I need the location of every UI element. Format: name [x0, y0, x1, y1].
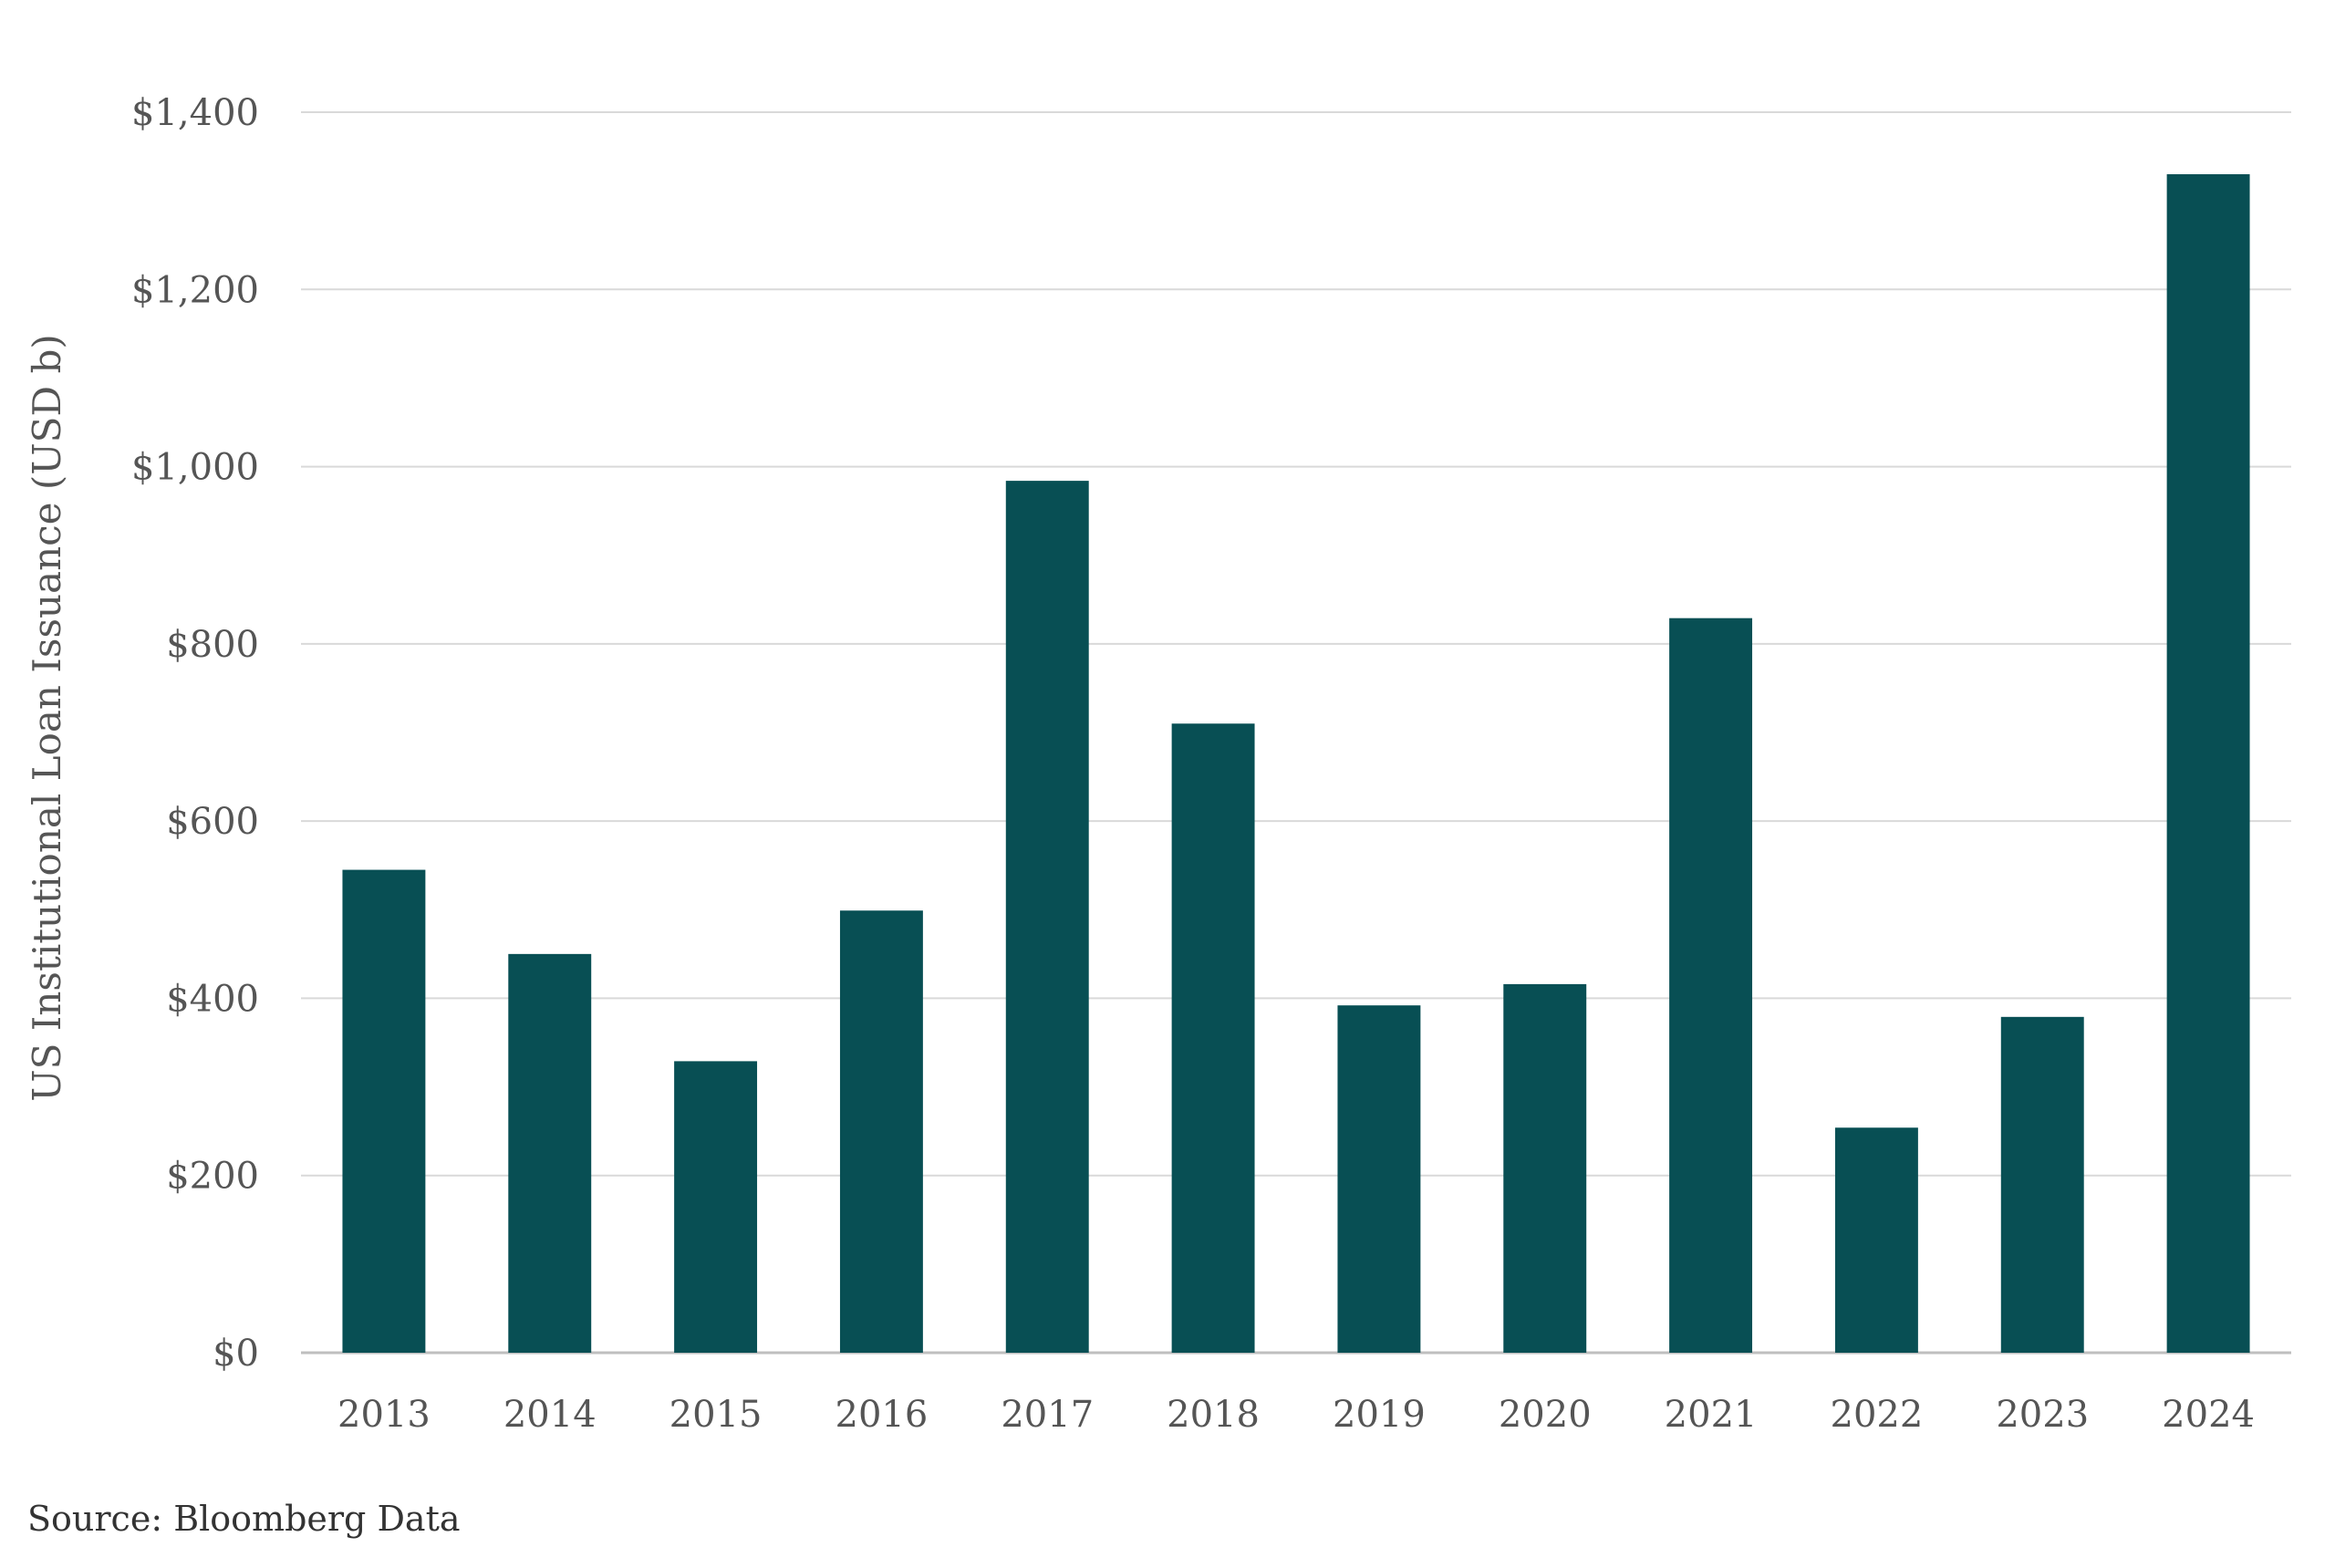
x-tick-label: 2021 [1665, 1394, 1758, 1436]
x-tick-label: 2015 [669, 1394, 763, 1436]
y-tick-label: $1,200 [131, 269, 259, 311]
y-tick-label: $600 [166, 801, 259, 843]
x-tick-label: 2024 [2162, 1394, 2255, 1436]
bars [342, 174, 2250, 1353]
x-tick-label: 2023 [1996, 1394, 2089, 1436]
bar-2020 [1503, 983, 1587, 1353]
y-tick-label: $1,000 [131, 447, 259, 489]
bar-2017 [1005, 481, 1089, 1353]
x-tick-label: 2022 [1831, 1394, 1924, 1436]
bar-2021 [1669, 618, 1753, 1353]
x-tick-label: 2020 [1499, 1394, 1592, 1436]
x-tick-label: 2017 [1001, 1394, 1094, 1436]
bar-2013 [342, 869, 426, 1353]
y-axis-title: US Institutional Loan Issuance (USD b) [25, 334, 69, 1101]
x-tick-label: 2019 [1333, 1394, 1426, 1436]
y-axis-ticks: $0 $200 $400 $600 $800 $1,000 $1,200 $1,400 [131, 92, 259, 1375]
bar-2023 [2000, 1016, 2084, 1353]
bar-2019 [1337, 1005, 1421, 1353]
bar-2016 [839, 910, 923, 1353]
y-tick-label: $200 [166, 1156, 259, 1198]
y-tick-label: $0 [213, 1333, 259, 1375]
bar-2014 [508, 953, 592, 1353]
y-tick-label: $1,400 [131, 92, 259, 134]
x-tick-label: 2014 [503, 1394, 597, 1436]
x-tick-label: 2018 [1167, 1394, 1260, 1436]
bar-2018 [1171, 723, 1255, 1353]
y-tick-label: $800 [166, 624, 259, 666]
bar-2024 [2166, 174, 2250, 1353]
source-note: Source: Bloomberg Data [27, 1499, 461, 1539]
x-tick-label: 2016 [835, 1394, 929, 1436]
x-tick-label: 2013 [337, 1394, 431, 1436]
gridlines [301, 111, 2291, 1355]
bar-2015 [674, 1061, 758, 1353]
y-tick-label: $400 [166, 978, 259, 1020]
x-axis-ticks: 2013 2014 2015 2016 2017 2018 2019 2020 2021 2022… [337, 1394, 2255, 1436]
bar-2022 [1834, 1127, 1918, 1353]
